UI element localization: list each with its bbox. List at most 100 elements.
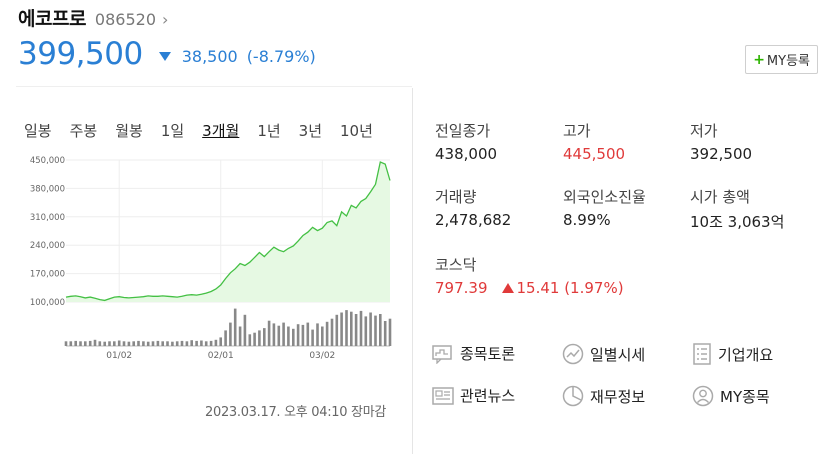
tab-daily[interactable]: 일봉 bbox=[24, 122, 52, 140]
chevron-right-icon[interactable]: › bbox=[162, 10, 169, 29]
kosdaq-value-row: 797.39 15.41 (1.97%) bbox=[435, 279, 695, 297]
volume-bar bbox=[146, 341, 150, 346]
period-tabs: 일봉 주봉 월봉 1일 3개월 1년 3년 10년 bbox=[24, 120, 373, 141]
link-financials[interactable]: 재무정보 bbox=[562, 385, 645, 407]
volume-bar bbox=[88, 340, 92, 346]
stat-value: 392,500 bbox=[690, 145, 753, 163]
price-chart[interactable]: 450,000 380,000 310,000 240,000 170,000 100,0… bbox=[16, 152, 396, 364]
stat-label: 외국인소진율 bbox=[563, 188, 646, 206]
volume-bar bbox=[311, 329, 314, 346]
volume-bar bbox=[200, 340, 203, 346]
volume-bar bbox=[214, 339, 218, 346]
volume-bar bbox=[335, 314, 339, 346]
volume-bar bbox=[267, 320, 271, 347]
volume-bar bbox=[64, 341, 68, 346]
stat-label: 전일종가 bbox=[435, 122, 491, 140]
volume-bar bbox=[190, 340, 193, 346]
stat-low: 저가 392,500 bbox=[690, 120, 830, 163]
link-label: MY종목 bbox=[720, 387, 770, 406]
stat-label: 시가 총액 bbox=[690, 188, 750, 206]
chat-chart-icon bbox=[432, 344, 452, 364]
link-label: 일별시세 bbox=[590, 345, 646, 364]
tab-weekly[interactable]: 주봉 bbox=[69, 122, 98, 140]
list-doc-icon bbox=[693, 343, 711, 365]
y-tick-label: 380,000 bbox=[30, 184, 65, 194]
volume-bar bbox=[166, 341, 169, 346]
volume-bar bbox=[84, 341, 87, 346]
price-change: 38,500 bbox=[181, 46, 238, 66]
tab-monthly[interactable]: 월봉 bbox=[115, 122, 143, 140]
kosdaq-index: 797.39 bbox=[435, 279, 488, 297]
link-my-stocks[interactable]: MY종목 bbox=[692, 385, 770, 407]
stat-kosdaq[interactable]: 코스닥 797.39 15.41 (1.97%) bbox=[435, 254, 695, 297]
volume-bar bbox=[350, 311, 353, 346]
volume-bar bbox=[98, 341, 102, 346]
stat-label: 코스닥 bbox=[435, 256, 477, 274]
volume-bar bbox=[180, 340, 184, 346]
stock-header: 에코프로 086520 › 399,500 38,500 (-8.79%) + … bbox=[18, 4, 818, 84]
price-change-pct: (-8.79%) bbox=[246, 46, 316, 66]
stat-label: 고가 bbox=[563, 122, 591, 140]
volume-bar bbox=[103, 341, 106, 346]
volume-bar bbox=[374, 315, 377, 346]
volume-bar bbox=[224, 330, 227, 346]
volume-bar bbox=[301, 324, 305, 346]
link-related-news[interactable]: 관련뉴스 bbox=[432, 385, 515, 406]
volume-bar bbox=[379, 314, 382, 346]
company-name[interactable]: 에코프로 bbox=[18, 8, 86, 30]
tab-10year[interactable]: 10년 bbox=[340, 122, 373, 140]
title-row: 에코프로 086520 › bbox=[18, 4, 818, 31]
tab-3year[interactable]: 3년 bbox=[298, 122, 323, 140]
tab-3month[interactable]: 3개월 bbox=[202, 122, 240, 140]
vertical-divider bbox=[412, 88, 413, 454]
volume-bar bbox=[175, 341, 179, 346]
stat-value: 445,500 bbox=[563, 145, 626, 163]
my-register-button[interactable]: + MY등록 bbox=[745, 45, 818, 74]
volume-bar bbox=[364, 316, 368, 346]
volume-bar bbox=[296, 324, 300, 346]
link-label: 관련뉴스 bbox=[460, 387, 516, 405]
link-company-overview[interactable]: 기업개요 bbox=[692, 343, 773, 365]
volume-bar bbox=[209, 340, 213, 346]
stat-high: 고가 445,500 bbox=[563, 120, 703, 163]
tab-1year[interactable]: 1년 bbox=[257, 122, 281, 140]
volume-bar bbox=[113, 341, 116, 346]
volume-bar bbox=[171, 341, 174, 346]
person-icon bbox=[692, 385, 714, 407]
volume-bar bbox=[229, 322, 232, 346]
volume-bar bbox=[79, 341, 82, 346]
volume-bar bbox=[388, 318, 392, 346]
y-tick-label: 240,000 bbox=[30, 241, 65, 251]
volume-bar bbox=[340, 312, 343, 346]
volume-bar bbox=[345, 310, 348, 346]
stock-code[interactable]: 086520 bbox=[94, 10, 156, 29]
volume-bar bbox=[325, 321, 329, 346]
volume-bar bbox=[204, 341, 208, 346]
volume-bar bbox=[243, 314, 247, 346]
volume-bar bbox=[122, 341, 126, 346]
stat-prev-close: 전일종가 438,000 bbox=[435, 120, 575, 163]
stat-mcap: 시가 총액 10조 3,063억 bbox=[690, 186, 830, 232]
volume-bar bbox=[330, 318, 334, 346]
my-register-label: MY등록 bbox=[766, 54, 810, 69]
stat-label: 저가 bbox=[690, 122, 718, 140]
link-daily-price[interactable]: 일별시세 bbox=[562, 343, 645, 365]
x-tick-label: 02/01 bbox=[208, 351, 234, 361]
stat-value: 10조 3,063억 bbox=[690, 213, 785, 231]
down-triangle-icon bbox=[158, 51, 171, 61]
volume-bar bbox=[369, 312, 372, 346]
up-triangle-icon bbox=[501, 283, 514, 293]
volume-bar bbox=[161, 341, 164, 346]
volume-bar bbox=[127, 341, 131, 346]
volume-bar bbox=[156, 340, 160, 346]
x-tick-label: 01/02 bbox=[106, 351, 132, 361]
stat-value: 8.99% bbox=[563, 211, 611, 229]
volume-bar bbox=[282, 322, 285, 346]
price-row: 399,500 38,500 (-8.79%) bbox=[18, 36, 316, 72]
news-icon bbox=[432, 386, 454, 405]
y-tick-label: 100,000 bbox=[30, 298, 65, 308]
link-discussion[interactable]: 종목토론 bbox=[432, 343, 515, 364]
tab-1day[interactable]: 1일 bbox=[160, 122, 185, 140]
stat-volume: 거래량 2,478,682 bbox=[435, 186, 575, 229]
volume-bar bbox=[258, 330, 261, 346]
